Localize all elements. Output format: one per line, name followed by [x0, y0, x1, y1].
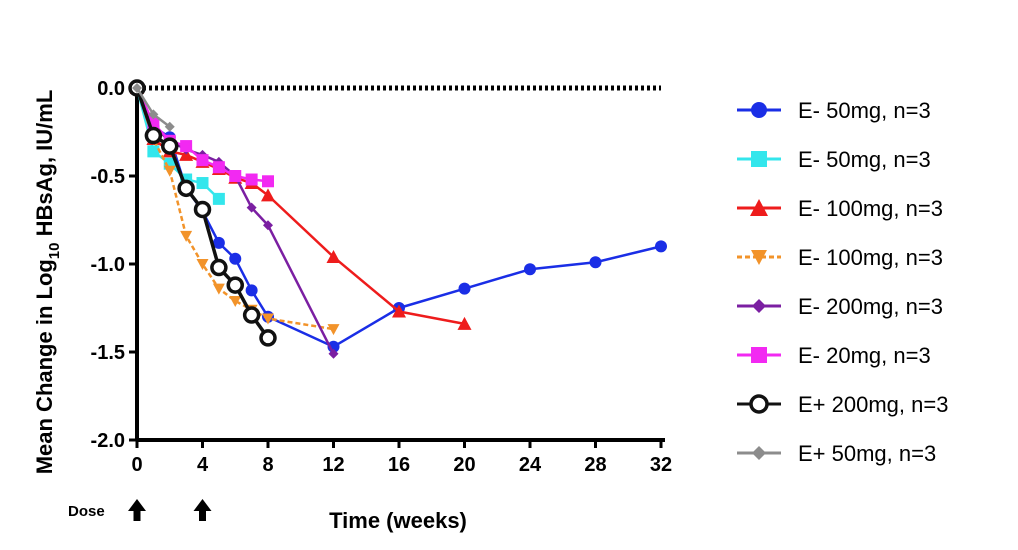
- legend-item-6: E- 20mg, n=3: [737, 343, 931, 368]
- series-3: [130, 81, 472, 330]
- x-tick-label: 8: [262, 454, 273, 476]
- data-point: [326, 249, 341, 263]
- data-point: [163, 165, 176, 177]
- data-point: [132, 83, 142, 93]
- legend-item-5: E- 200mg, n=3: [737, 294, 943, 319]
- dose-arrow-icon: [193, 499, 212, 521]
- x-tick-label: 24: [519, 454, 542, 476]
- data-point: [177, 179, 195, 198]
- legend-item-8: E+ 50mg, n=3: [737, 441, 936, 466]
- legend-marker: [749, 394, 769, 414]
- legend-item-1: E- 50mg, n=3: [737, 98, 931, 123]
- legend-label: E- 100mg, n=3: [798, 196, 943, 221]
- data-point: [259, 329, 277, 347]
- data-point: [180, 230, 193, 242]
- data-point: [246, 202, 257, 213]
- data-point: [524, 263, 536, 276]
- legend-label: E+ 200mg, n=3: [798, 392, 948, 417]
- data-point: [212, 161, 225, 174]
- x-tick-label: 20: [453, 454, 475, 476]
- series-layer: [128, 79, 667, 359]
- y-axis-title-prefix: Mean Change in Log: [32, 259, 57, 474]
- legend-item-7: E+ 200mg, n=3: [737, 392, 948, 417]
- y-tick-label: 0.0: [97, 78, 125, 100]
- data-point: [458, 282, 471, 295]
- legend-label: E- 20mg, n=3: [798, 343, 931, 368]
- legend-marker: [752, 446, 766, 460]
- data-point: [261, 188, 275, 202]
- data-point: [392, 304, 406, 318]
- data-point: [210, 258, 228, 277]
- legend-label: E+ 50mg, n=3: [798, 441, 936, 466]
- data-point: [229, 252, 242, 265]
- data-point: [327, 324, 340, 336]
- series-5: [132, 83, 339, 359]
- x-axis-title: Time (weeks): [329, 508, 467, 533]
- data-point: [262, 175, 274, 188]
- data-point: [212, 192, 225, 205]
- y-axis-title-subscript: 10: [46, 242, 63, 259]
- legend: E- 50mg, n=3 E- 50mg, n=3 E- 100mg, n=3 E- …: [737, 98, 948, 466]
- series-8: [132, 83, 175, 132]
- data-point: [245, 284, 258, 297]
- legend-item-4: E- 100mg, n=3: [737, 245, 943, 270]
- data-point: [229, 170, 242, 182]
- data-point: [147, 145, 160, 158]
- data-point: [655, 240, 667, 253]
- legend-label: E- 50mg, n=3: [798, 147, 931, 172]
- legend-marker: [751, 347, 767, 363]
- legend-label: E- 100mg, n=3: [798, 245, 943, 270]
- data-point: [161, 137, 179, 155]
- x-tick-label: 4: [197, 454, 209, 476]
- series-7: [128, 79, 277, 347]
- y-axis-title-suffix: HBsAg, IU/mL: [32, 90, 57, 243]
- dose-label: Dose: [68, 503, 105, 520]
- data-point: [196, 177, 209, 190]
- legend-marker: [751, 250, 767, 265]
- data-point: [193, 200, 212, 219]
- y-axis-title: Mean Change in Log10 HBsAg, IU/mL: [32, 90, 63, 475]
- x-tick-label: 32: [650, 454, 672, 476]
- data-point: [589, 256, 602, 269]
- legend-marker: [752, 299, 766, 313]
- data-point: [229, 295, 242, 307]
- data-point: [212, 236, 225, 249]
- data-point: [226, 276, 244, 294]
- x-tick-label: 0: [131, 454, 142, 476]
- data-point: [148, 109, 159, 120]
- data-point: [180, 140, 193, 153]
- data-point: [164, 121, 175, 132]
- data-point: [263, 220, 273, 231]
- dose-annotations: Dose: [68, 499, 212, 521]
- y-tick-label: -0.5: [91, 166, 125, 188]
- data-point: [212, 283, 225, 295]
- legend-item-3: E- 100mg, n=3: [737, 196, 943, 221]
- data-point: [245, 173, 258, 186]
- legend-marker: [750, 199, 768, 216]
- y-tick-label: -1.5: [91, 342, 125, 364]
- x-tick-label: 12: [322, 454, 344, 476]
- data-point: [196, 154, 209, 167]
- data-point: [242, 306, 261, 324]
- data-point: [196, 259, 209, 270]
- data-point: [262, 313, 274, 325]
- legend-item-2: E- 50mg, n=3: [737, 147, 931, 172]
- legend-marker: [751, 102, 767, 118]
- axes: 0.0 -0.5 -1.0 -1.5 -2.0 0 4 8 12 16 20 24 28 32: [91, 78, 673, 476]
- y-tick-label: -1.0: [91, 254, 125, 276]
- x-tick-label: 28: [584, 454, 606, 476]
- dose-arrow-icon: [128, 499, 146, 521]
- data-point: [457, 316, 472, 330]
- legend-marker: [751, 151, 767, 167]
- y-tick-label: -2.0: [91, 430, 125, 452]
- svg-text:Mean Change in Log10 HBsAg, IU: Mean Change in Log10 HBsAg, IU/mL: [32, 90, 63, 475]
- x-tick-label: 16: [388, 454, 410, 476]
- data-point: [328, 348, 339, 359]
- legend-label: E- 200mg, n=3: [798, 294, 943, 319]
- legend-label: E- 50mg, n=3: [798, 98, 931, 123]
- data-point: [144, 126, 163, 145]
